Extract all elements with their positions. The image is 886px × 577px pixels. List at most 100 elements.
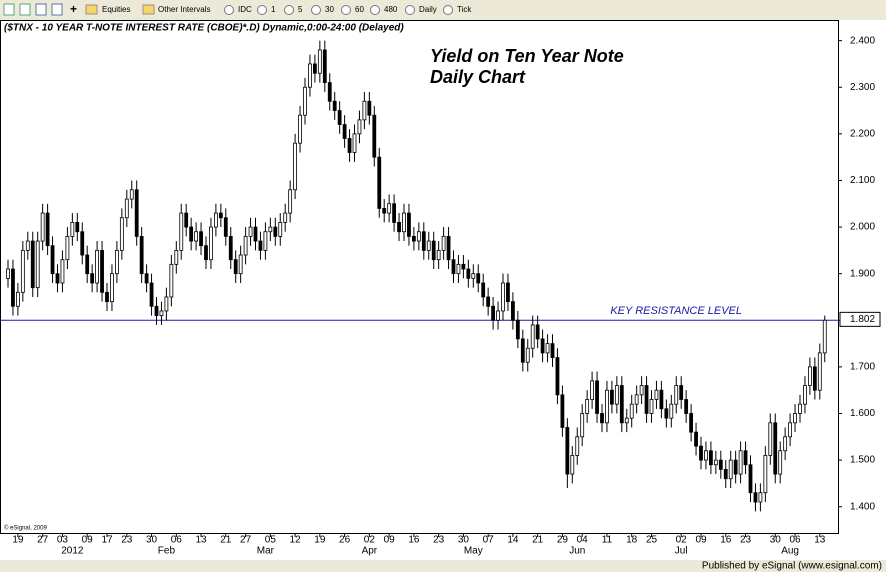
candle-body [639,385,644,396]
x-tick-label: 13 [814,535,826,546]
x-tick-label: 09 [695,535,707,546]
toolbar-button[interactable]: Tick [457,5,472,14]
y-tick-label: 2.300 [850,82,875,93]
candle-body [773,422,778,475]
candle-body [377,156,382,209]
candle-body [753,492,758,503]
candle-body [278,222,283,237]
candle-body [619,385,624,424]
candle-body [411,235,416,242]
toolbar-icon[interactable] [35,3,47,16]
candle-body [416,231,421,242]
x-tick-label: 30 [770,535,782,546]
candle-body [600,413,604,424]
month-label: Jun [569,546,585,557]
candle-body [110,273,114,303]
toolbar-button[interactable]: Other Intervals [158,5,210,14]
candle-body [258,240,263,251]
x-tick-label: 09 [82,535,94,546]
candle-body [90,273,95,284]
candle-body [298,114,302,144]
candle-body [555,357,560,396]
candle-body [223,217,228,237]
toolbar-icon[interactable] [3,3,15,16]
candle-body [204,245,208,261]
toolbar-button[interactable]: 480 [384,5,398,14]
toolbar-button[interactable]: 5 [298,5,303,14]
candle-body [144,273,149,284]
x-tick-label: 07 [483,535,495,546]
candle-body [25,240,30,251]
candle-body [614,385,619,405]
candle-body [194,231,199,242]
candle-body [699,445,703,461]
candle-body [669,403,674,419]
candle-body [55,273,60,284]
candle-body [436,249,441,261]
toolbar-button[interactable]: IDC [238,5,252,14]
candle-body [105,291,109,303]
y-tick-label: 1.900 [850,268,875,279]
candle-body [679,385,684,400]
x-tick-label: 26 [339,535,351,546]
candle-body [243,235,248,256]
candle-body [95,249,99,284]
x-tick-label: 25 [646,535,658,546]
candle-body [649,399,654,414]
candle-body [70,222,75,237]
candle-body [85,254,90,275]
candle-body [515,319,520,340]
candle-body [115,249,119,275]
candle-body [565,427,570,475]
candle-body [154,305,159,317]
resistance-label: KEY RESISTANCE LEVEL [610,305,742,317]
candle-body [704,450,708,461]
candle-body [456,263,461,275]
candle-body [788,422,792,438]
toolbar-button[interactable]: Equities [102,5,130,14]
candle-body [402,212,406,233]
candle-body [496,310,500,321]
x-tick-label: 13 [195,535,207,546]
candle-body [100,249,104,293]
candle-body [238,254,243,275]
toolbar-icon[interactable] [51,3,63,16]
x-tick-label: 02 [676,535,688,546]
candle-body [491,305,496,321]
month-label: May [464,546,483,557]
candle-body [733,459,738,475]
candle-body [129,189,134,200]
toolbar-icon[interactable]: + [70,2,77,16]
candle-body [822,319,827,354]
x-tick-label: 02 [364,535,376,546]
x-tick-label: 27 [37,535,49,546]
candle-body [535,324,540,340]
annotation: Yield on Ten Year Note [430,46,624,66]
candle-body [407,212,411,237]
candle-body [634,394,639,405]
toolbar-button[interactable]: Daily [419,5,437,14]
candle-body [520,338,525,363]
candle-body [65,235,70,261]
toolbar-icon[interactable] [19,3,31,16]
candle-body [803,385,807,405]
candle-body [6,268,10,279]
x-tick-label: 04 [577,535,589,546]
toolbar-button[interactable]: 60 [355,5,364,14]
x-tick-label: 29 [557,535,569,546]
candle-body [560,394,565,428]
candle-body [362,100,367,121]
interval-icon [311,5,321,15]
folder-icon [85,4,98,15]
candle-body [783,436,788,452]
y-tick-label: 1.400 [850,501,875,512]
toolbar-button[interactable]: 1 [271,5,276,14]
candle-body [793,413,797,424]
x-tick-label: 09 [384,535,396,546]
candle-body [605,389,609,424]
candle-body [288,189,293,214]
candle-body [629,403,634,419]
toolbar-button[interactable]: 30 [325,5,334,14]
month-label: Aug [781,546,799,557]
